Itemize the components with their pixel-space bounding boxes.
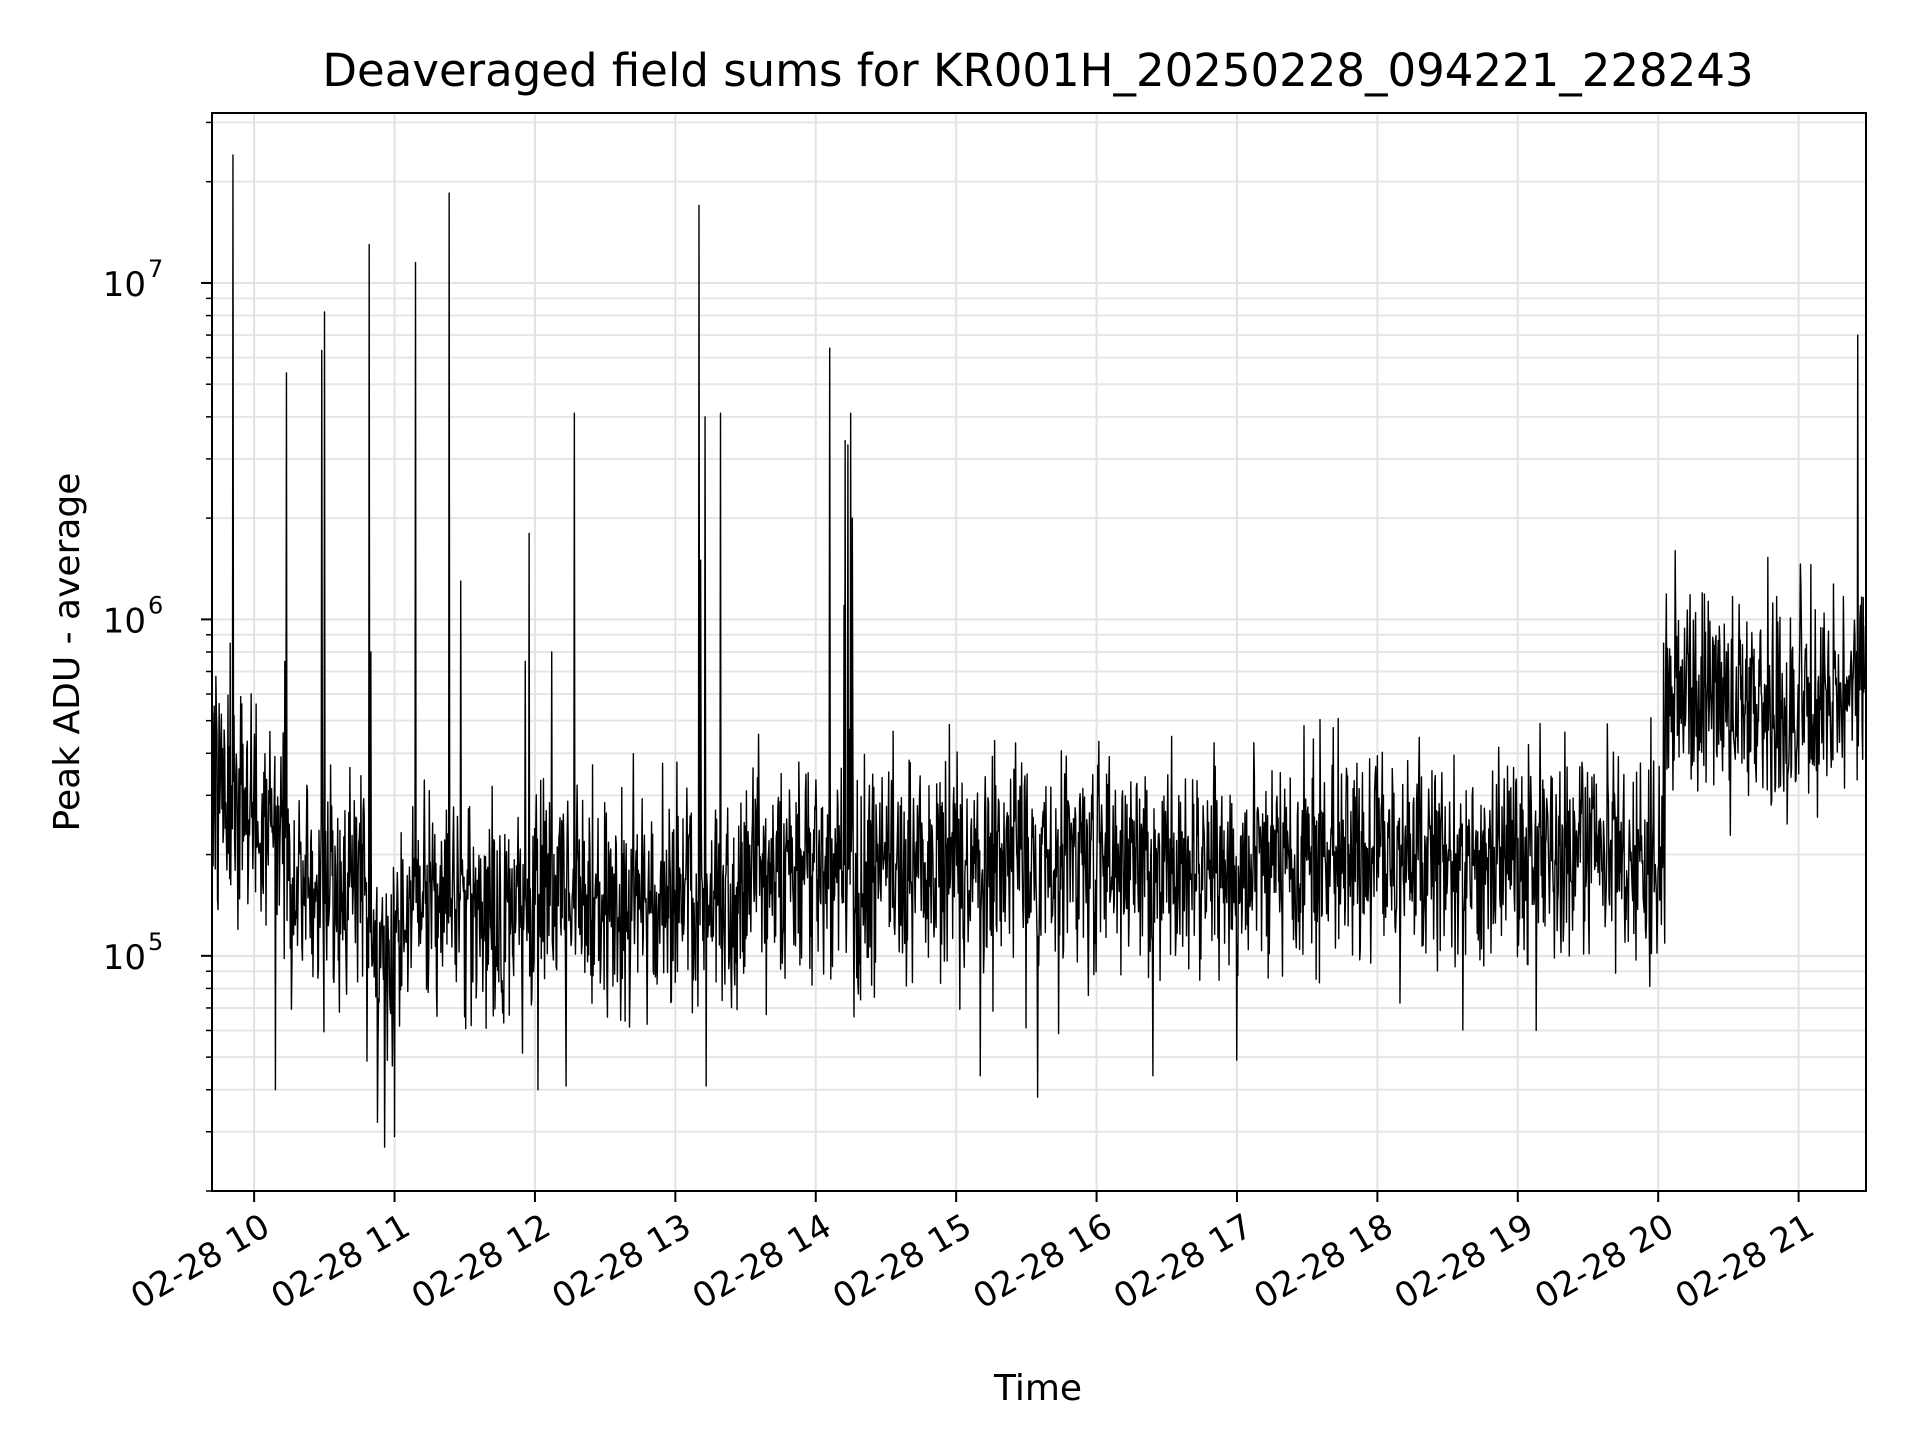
- y-axis-label: Peak ADU - average: [47, 473, 88, 832]
- y-tick-label: 10: [103, 938, 146, 978]
- y-tick-exponent: 6: [148, 591, 163, 619]
- x-axis-label: Time: [993, 1368, 1082, 1409]
- chart-title: Deaveraged field sums for KR001H_2025022…: [322, 44, 1753, 97]
- grid: [212, 113, 1866, 1192]
- y-tick-exponent: 7: [148, 255, 163, 283]
- y-tick-label: 10: [103, 265, 146, 305]
- y-tick-exponent: 5: [148, 928, 163, 956]
- data-series: [211, 154, 1867, 1148]
- y-tick-label: 10: [103, 601, 146, 641]
- series-line: [211, 154, 1867, 1148]
